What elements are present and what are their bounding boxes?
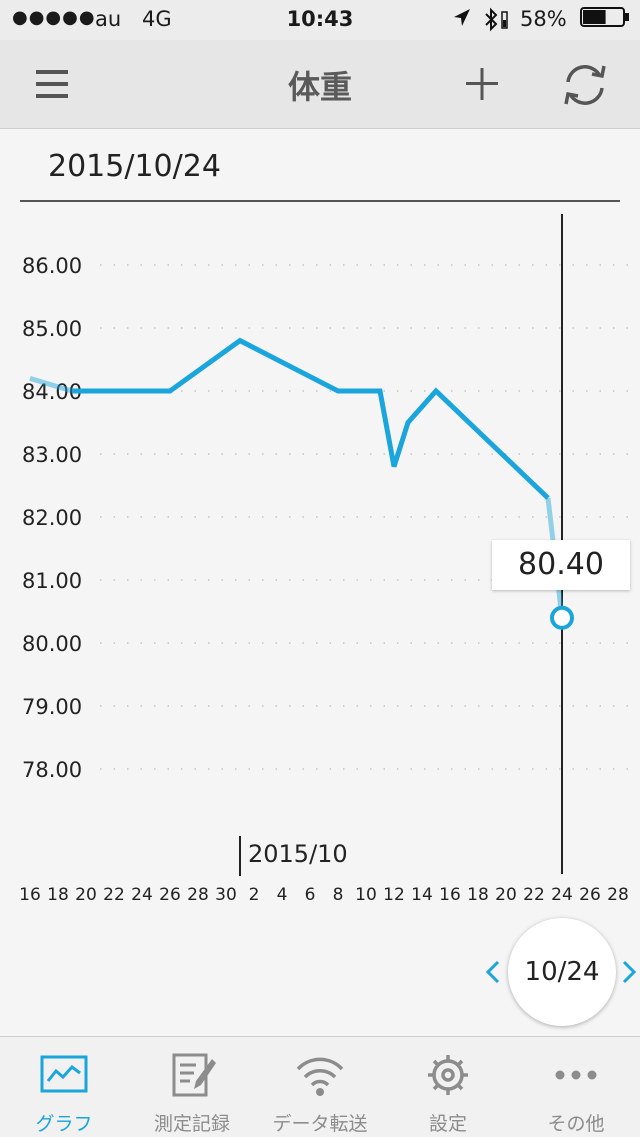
- date-header: 2015/10/24: [20, 129, 620, 202]
- x-tick-label: 14: [411, 885, 433, 905]
- series-line: [72, 337, 550, 500]
- tab-other[interactable]: その他: [512, 1037, 640, 1137]
- status-bar: ●●●●● au 4G 10:43 58%: [0, 0, 640, 40]
- carrier-name: au: [95, 7, 122, 31]
- tab-label: その他: [547, 1113, 605, 1135]
- y-tick-label: 80.00: [22, 632, 82, 656]
- x-tick-label: 28: [607, 885, 629, 905]
- y-tick-label: 85.00: [22, 317, 82, 341]
- x-tick-label: 18: [467, 885, 489, 905]
- tab-graph[interactable]: グラフ: [0, 1037, 128, 1137]
- tab-label: 測定記録: [153, 1113, 230, 1135]
- x-tick-label: 16: [19, 885, 41, 905]
- previous-date-button[interactable]: [478, 952, 506, 992]
- x-tick-label: 28: [187, 885, 209, 905]
- x-tick-label: 24: [551, 885, 573, 905]
- graph-icon: [40, 1055, 88, 1093]
- network-type: 4G: [142, 7, 172, 31]
- y-tick-label: 78.00: [22, 758, 82, 782]
- more-icon: [555, 1070, 597, 1080]
- wifi-icon: [296, 1057, 344, 1096]
- y-tick-label: 86.00: [22, 254, 82, 278]
- page-title: 体重: [287, 68, 352, 106]
- x-tick-label: 26: [159, 885, 181, 905]
- tab-bar: グラフ 測定記録 データ転送: [0, 1036, 640, 1137]
- y-tick-label: 83.00: [22, 443, 82, 467]
- x-tick-label: 20: [495, 885, 517, 905]
- next-date-button[interactable]: [618, 952, 640, 992]
- y-tick-label: 81.00: [22, 569, 82, 593]
- x-tick-label: 20: [75, 885, 97, 905]
- x-tick-label: 22: [523, 885, 545, 905]
- chevron-left-icon: [485, 960, 500, 984]
- sync-icon: [564, 65, 606, 105]
- x-tick-label: 8: [333, 885, 344, 905]
- value-tooltip: 80.40: [492, 540, 630, 590]
- x-tick-label: 10: [355, 885, 377, 905]
- y-axis-labels: 86.0085.0084.0083.0082.0081.0080.0079.00…: [22, 254, 82, 782]
- clock: 10:43: [286, 7, 354, 31]
- x-tick-label: 30: [215, 885, 237, 905]
- location-arrow-icon: [452, 7, 472, 34]
- month-label: 2015/10: [248, 840, 348, 868]
- plus-icon: [466, 68, 498, 100]
- x-tick-label: 2: [249, 885, 260, 905]
- battery-percent: 58%: [520, 7, 567, 31]
- x-tick-label: 18: [47, 885, 69, 905]
- weight-chart[interactable]: 86.0085.0084.0083.0082.0081.0080.0079.00…: [0, 200, 640, 920]
- x-tick-label: 6: [305, 885, 316, 905]
- edit-icon: [172, 1053, 216, 1097]
- x-tick-label: 24: [131, 885, 153, 905]
- series-segment-faded: [29, 376, 73, 394]
- x-tick-label: 16: [439, 885, 461, 905]
- hamburger-icon: [36, 70, 68, 98]
- x-tick-label: 26: [579, 885, 601, 905]
- y-tick-label: 82.00: [22, 506, 82, 530]
- gear-icon: [428, 1055, 468, 1095]
- bluetooth-icon: [482, 7, 510, 38]
- menu-button[interactable]: [26, 64, 78, 104]
- chevron-right-icon: [622, 960, 637, 984]
- x-tick-label: 22: [103, 885, 125, 905]
- x-axis-labels: 16 18 20 22 24 26 28 30 2 4 6 8 10 12 14 16 18 20 22 24 26 28: [19, 885, 629, 905]
- tab-settings[interactable]: 設定: [384, 1037, 512, 1137]
- y-tick-label: 79.00: [22, 695, 82, 719]
- navigation-bar: 体重: [0, 40, 640, 129]
- x-tick-label: 4: [277, 885, 288, 905]
- tab-transfer[interactable]: データ転送: [256, 1037, 384, 1137]
- selected-date: 2015/10/24: [48, 149, 221, 184]
- tab-label: グラフ: [35, 1113, 93, 1135]
- tab-records[interactable]: 測定記録: [128, 1037, 256, 1137]
- current-date-dial[interactable]: 10/24: [508, 918, 616, 1026]
- tab-label: 設定: [428, 1113, 467, 1135]
- add-button[interactable]: [456, 58, 508, 110]
- battery-icon: [580, 7, 630, 32]
- tab-label: データ転送: [272, 1113, 368, 1135]
- sync-button[interactable]: [558, 58, 612, 112]
- series-layer: [29, 337, 574, 630]
- selected-point-marker[interactable]: [550, 605, 574, 630]
- x-tick-label: 12: [383, 885, 405, 905]
- signal-strength: ●●●●●: [12, 7, 96, 28]
